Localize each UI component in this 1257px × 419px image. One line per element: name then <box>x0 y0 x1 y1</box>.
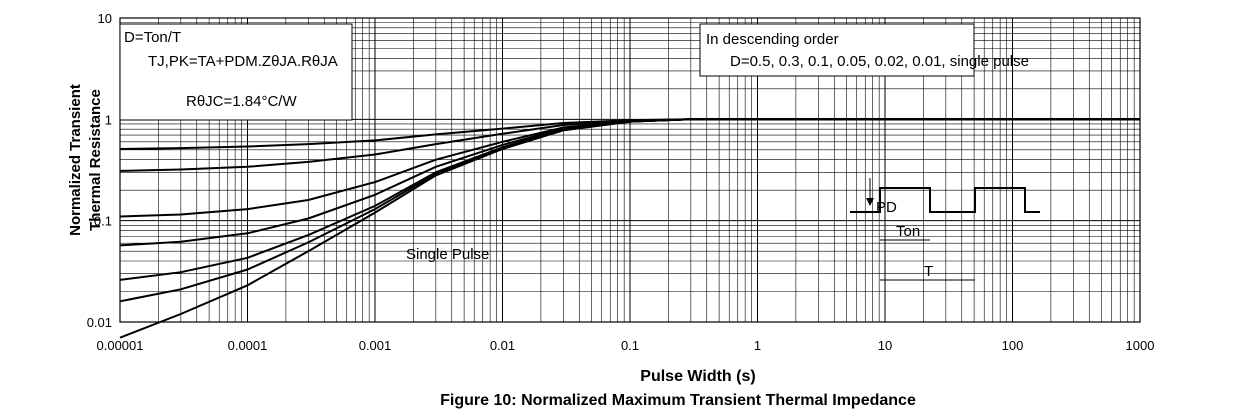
junction-temp-formula: TJ,PK=TA+PDM.ZθJA.RθJA <box>148 53 338 70</box>
pd-label: PD <box>876 199 897 216</box>
x-tick-label: 0.1 <box>621 338 639 353</box>
y-tick-label: 10 <box>98 11 112 26</box>
y-axis-label-line2: Thermal Resistance <box>87 89 104 231</box>
single-pulse-label: Single Pulse <box>406 246 489 263</box>
order-values: D=0.5, 0.3, 0.1, 0.05, 0.02, 0.01, singl… <box>730 53 1029 70</box>
y-tick-labels: 10 1 0.1 0.01 <box>87 11 112 330</box>
plot-frame <box>119 17 1141 323</box>
pd-arrow-head <box>866 198 874 206</box>
x-tick-label: 10 <box>878 338 892 353</box>
series-line <box>119 118 1140 339</box>
order-title: In descending order <box>706 31 839 48</box>
pulse-waveform <box>850 187 1040 213</box>
x-tick-label: 100 <box>1002 338 1024 353</box>
x-tick-label: 0.00001 <box>97 338 144 353</box>
y-tick-label: 0.1 <box>94 214 112 229</box>
period-label: T <box>924 263 933 280</box>
y-axis-label-line1: Normalized Transient <box>67 84 84 236</box>
thermal-resistance-text: RθJC=1.84°C/W <box>186 93 297 110</box>
curves <box>119 118 1140 339</box>
ton-label: Ton <box>896 223 920 240</box>
annotation-box-left <box>119 23 353 121</box>
figure-caption: Figure 10: Normalized Maximum Transient … <box>440 392 916 409</box>
x-tick-label: 1000 <box>1126 338 1155 353</box>
x-tick-labels: 0.00001 0.0001 0.001 0.01 0.1 1 10 100 1000 <box>97 338 1155 353</box>
y-tick-label: 1 <box>105 112 112 127</box>
x-tick-label: 0.001 <box>359 338 392 353</box>
annotation-box-right <box>699 23 975 77</box>
x-tick-label: 0.0001 <box>228 338 268 353</box>
x-axis-label: Pulse Width (s) <box>640 368 755 385</box>
pulse-waveform-inset: PD Ton T <box>850 178 1040 281</box>
duty-cycle-text: D=Ton/T <box>124 29 181 46</box>
y-tick-label: 0.01 <box>87 315 112 330</box>
x-tick-label: 0.01 <box>490 338 515 353</box>
x-tick-label: 1 <box>754 338 761 353</box>
